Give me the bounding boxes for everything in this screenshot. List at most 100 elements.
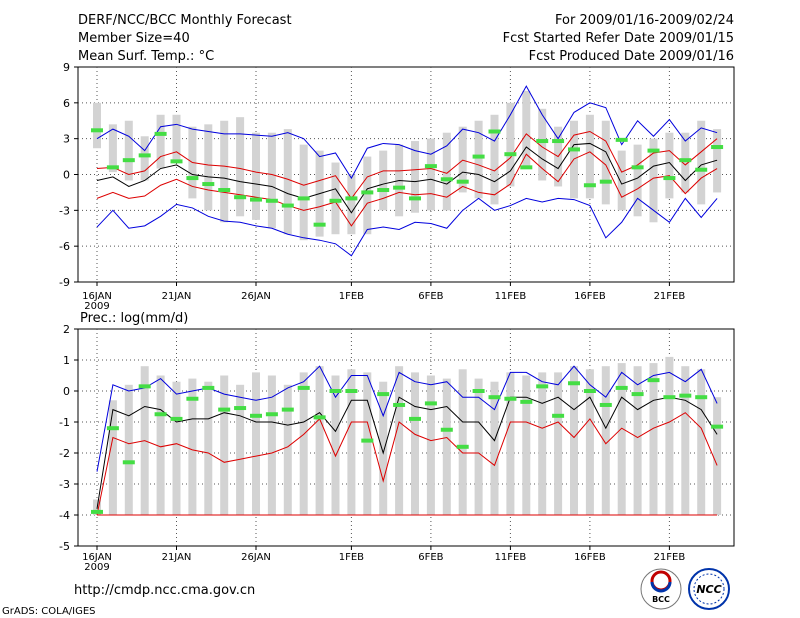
member-size-label: Member Size=40 [78, 31, 190, 46]
ensemble-range-bar [649, 363, 658, 515]
y-tick-label: -3 [59, 204, 70, 217]
ensemble-range-bar [236, 117, 245, 217]
ensemble-range-bar [458, 369, 467, 515]
source-url[interactable]: http://cmdp.ncc.cma.gov.cn [74, 583, 255, 598]
spread-lower-line [96, 412, 718, 516]
ensemble-range-bar [267, 132, 276, 229]
analysis-marker [122, 460, 135, 465]
ensemble-range-bar [601, 366, 610, 515]
ensemble-range-bar [315, 366, 324, 515]
x-tick-label: 26JAN [241, 291, 271, 302]
analysis-marker [711, 145, 724, 150]
analysis-marker [520, 165, 533, 170]
ensemble-range-bar [697, 369, 706, 515]
x-tick-label: 6FEB [418, 291, 443, 302]
ensemble-range-bar [108, 400, 117, 515]
ensemble-range-bar [124, 384, 133, 515]
analysis-marker [440, 177, 453, 182]
ensemble-range-bar [617, 150, 626, 211]
analysis-marker [218, 407, 231, 412]
y-tick-label: 6 [63, 97, 70, 110]
analysis-marker [154, 131, 167, 136]
analysis-marker [424, 401, 437, 406]
temperature-grid [78, 67, 734, 282]
ensemble-range-bar [633, 366, 642, 515]
ensemble-range-bar [697, 120, 706, 205]
ensemble-range-bar [617, 363, 626, 515]
y-tick-label: -5 [59, 540, 70, 553]
forecast-period-label: For 2009/01/16-2009/02/24 [555, 13, 734, 28]
x-tick-label: 21JAN [162, 552, 192, 563]
analysis-marker [504, 396, 517, 401]
ensemble-range-bar [204, 381, 213, 515]
ensemble-range-bar [474, 120, 483, 199]
start-date-label: Fcst Started Refer Date 2009/01/15 [503, 31, 734, 46]
precip-analysis [91, 378, 724, 514]
variable-label: Mean Surf. Temp.: °C [78, 49, 214, 64]
ensemble-range-bar [554, 372, 563, 515]
analysis-marker [281, 407, 294, 412]
ensemble-range-bar [331, 375, 340, 515]
analysis-marker [377, 188, 390, 193]
analysis-marker [154, 412, 167, 417]
temperature-analysis [91, 128, 724, 227]
analysis-marker [631, 165, 644, 170]
analysis-marker [170, 159, 183, 164]
analysis-marker [472, 154, 485, 159]
spread-lower-line [96, 151, 718, 227]
analysis-marker [552, 139, 565, 144]
analysis-marker [91, 509, 103, 514]
y-tick-label: 0 [63, 169, 70, 182]
temperature-lines [96, 85, 718, 257]
analysis-marker [456, 179, 469, 184]
analysis-marker [393, 402, 406, 407]
analysis-marker [568, 381, 580, 386]
ensemble-range-bar [538, 372, 547, 515]
analysis-marker [536, 384, 549, 389]
analysis-marker [250, 197, 262, 202]
upper-bound-line [96, 365, 718, 472]
analysis-marker [91, 128, 103, 133]
ensemble-range-bar [347, 369, 356, 515]
analysis-marker [377, 392, 390, 397]
analysis-marker [583, 183, 596, 188]
analysis-marker [695, 167, 708, 172]
analysis-marker [536, 139, 549, 144]
ensemble-range-bar [426, 375, 435, 515]
analysis-marker [297, 196, 310, 201]
analysis-marker [440, 427, 453, 432]
analysis-marker [615, 385, 628, 390]
ensemble-range-bar [649, 138, 658, 223]
ensemble-range-bar [379, 150, 388, 211]
ncc-logo-text: NCC [696, 583, 721, 596]
analysis-marker [186, 396, 199, 401]
y-tick-label: 2 [63, 323, 70, 336]
analysis-marker [122, 158, 135, 163]
ensemble-range-bar [426, 138, 435, 211]
analysis-marker [106, 165, 119, 170]
x-tick-label: 11FEB [495, 552, 527, 563]
ensemble-range-bar [442, 132, 451, 211]
analysis-marker [202, 385, 215, 390]
bcc-logo: BCC [640, 568, 682, 610]
ensemble-range-bar [93, 102, 101, 149]
ensemble-range-bar [188, 378, 197, 515]
x-tick-label: 16JAN [82, 552, 112, 563]
ncc-logo: NCC [688, 568, 730, 610]
x-tick-label: 21FEB [654, 552, 686, 563]
y-tick-label: 9 [63, 61, 70, 74]
analysis-marker [345, 196, 358, 201]
ensemble-range-bar [411, 141, 419, 213]
x-year-label: 2009 [84, 562, 109, 573]
analysis-marker [361, 190, 374, 195]
ensemble-range-bar [140, 136, 149, 181]
ensemble-range-bar [267, 375, 276, 515]
x-tick-label: 1FEB [339, 552, 364, 563]
ensemble-range-bar [585, 114, 594, 199]
ensemble-range-bar [506, 102, 515, 187]
x-tick-label: 21JAN [162, 291, 192, 302]
y-tick-label: 0 [63, 385, 70, 398]
lower-bound-line [96, 197, 718, 257]
analysis-marker [647, 148, 660, 153]
precip-y-ticks: -5 -4 -3 -2 -1 0 1 2 [59, 323, 78, 553]
